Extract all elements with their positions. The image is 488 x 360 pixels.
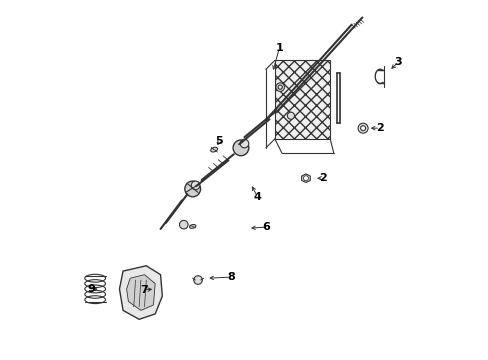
Circle shape	[278, 85, 282, 89]
Text: 1: 1	[275, 43, 283, 53]
Text: 9: 9	[87, 284, 95, 294]
Circle shape	[275, 83, 284, 91]
Circle shape	[184, 181, 200, 197]
Circle shape	[240, 139, 248, 148]
Polygon shape	[274, 60, 329, 139]
Ellipse shape	[210, 147, 217, 152]
Text: 4: 4	[253, 192, 261, 202]
Text: 7: 7	[140, 285, 147, 295]
Circle shape	[360, 126, 365, 131]
Circle shape	[179, 220, 188, 229]
Circle shape	[357, 123, 367, 133]
Polygon shape	[126, 275, 155, 310]
Circle shape	[233, 140, 248, 156]
Text: 5: 5	[215, 136, 223, 147]
Circle shape	[193, 276, 202, 284]
Circle shape	[287, 112, 294, 119]
Text: 2: 2	[376, 123, 384, 133]
Text: 3: 3	[393, 57, 401, 67]
Ellipse shape	[189, 225, 195, 228]
Text: 2: 2	[319, 173, 326, 183]
Circle shape	[303, 176, 308, 181]
Polygon shape	[301, 174, 310, 183]
Text: 8: 8	[226, 272, 234, 282]
Text: 6: 6	[262, 222, 270, 232]
Circle shape	[191, 181, 200, 190]
Polygon shape	[119, 266, 162, 319]
